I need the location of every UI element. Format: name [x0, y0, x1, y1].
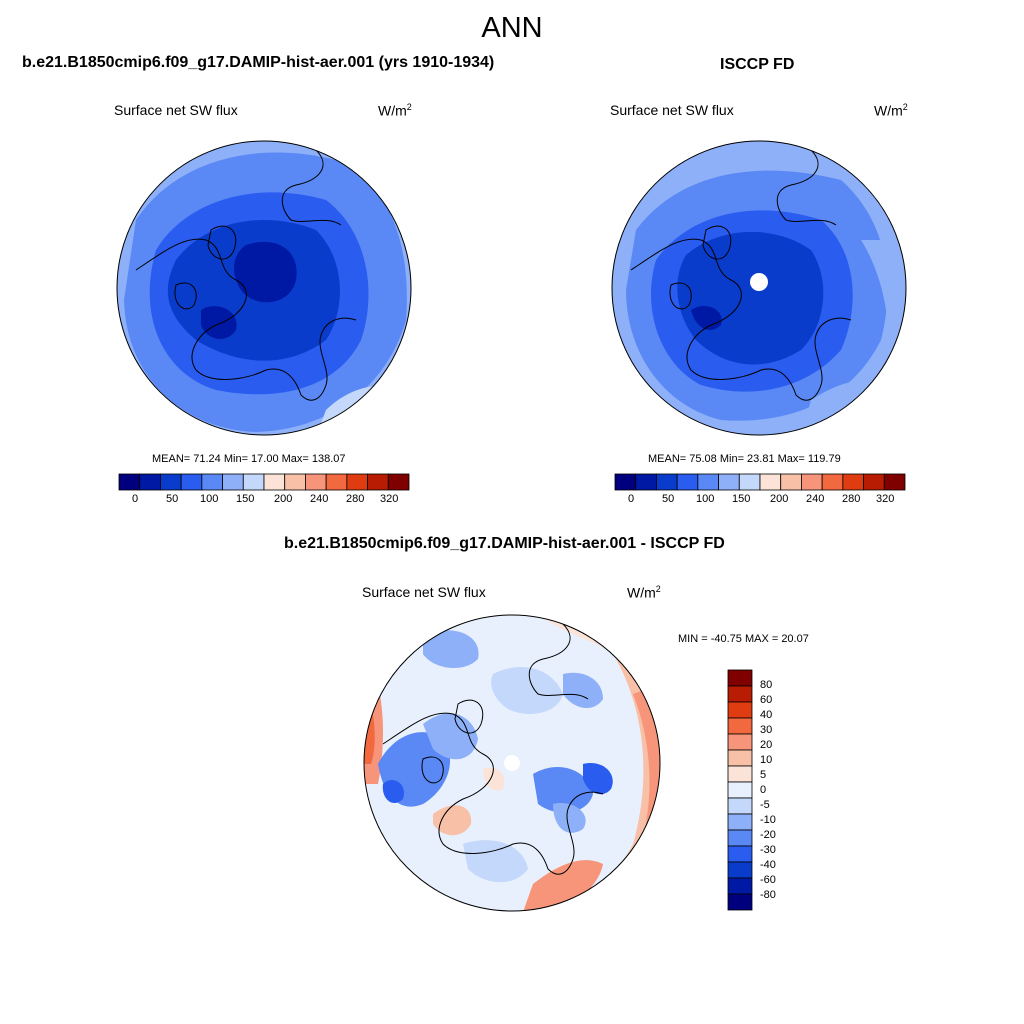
panel-test-colorbar — [118, 473, 410, 491]
colorbar-swatch — [160, 473, 182, 491]
colorbar-swatch — [305, 473, 327, 491]
panel-obs-title: ISCCP FD — [720, 56, 795, 73]
colorbar-swatch — [325, 473, 348, 491]
colorbar-tick: 320 — [876, 493, 895, 505]
colorbar-tick: 50 — [166, 493, 179, 505]
colorbar-tick: 5 — [760, 769, 767, 781]
colorbar-tick: 150 — [236, 493, 255, 505]
colorbar-swatch — [842, 473, 864, 491]
colorbar-swatch — [656, 473, 678, 491]
colorbar-swatch — [727, 861, 753, 879]
colorbar-tick: -40 — [760, 859, 776, 871]
colorbar-swatch — [727, 893, 753, 911]
colorbar-swatch — [263, 473, 286, 491]
panel-obs-colorbar — [614, 473, 906, 491]
colorbar-swatch — [201, 473, 223, 491]
panel-test-title: b.e21.B1850cmip6.f09_g17.DAMIP-hist-aer.… — [22, 54, 495, 71]
colorbar-tick: -80 — [760, 889, 776, 901]
colorbar-swatch — [727, 845, 753, 863]
colorbar-swatch — [883, 473, 906, 491]
colorbar-swatch — [635, 473, 657, 491]
diff-panel-units: W/m2 — [627, 584, 661, 601]
colorbar-tick: 40 — [760, 709, 773, 721]
colorbar-swatch — [727, 829, 753, 847]
colorbar-swatch — [727, 781, 753, 799]
colorbar-tick: 10 — [760, 754, 773, 766]
colorbar-tick: 0 — [628, 493, 635, 505]
colorbar-swatch — [727, 877, 753, 895]
colorbar-tick: 200 — [274, 493, 293, 505]
panel-obs-polar-map — [611, 140, 907, 436]
colorbar-swatch — [387, 473, 410, 491]
panel-test-stats: MEAN= 71.24 Min= 17.00 Max= 138.07 — [152, 453, 346, 465]
colorbar-swatch — [727, 685, 753, 703]
colorbar-tick: 100 — [696, 493, 715, 505]
colorbar-swatch — [242, 473, 265, 491]
colorbar-swatch — [697, 473, 719, 491]
colorbar-swatch — [727, 797, 753, 815]
figure-season-title: ANN — [481, 12, 543, 44]
colorbar-tick: -60 — [760, 874, 776, 886]
colorbar-tick: 280 — [346, 493, 365, 505]
diff-panel-colorbar — [727, 669, 753, 911]
colorbar-swatch — [718, 473, 740, 491]
colorbar-swatch — [367, 473, 389, 491]
colorbar-tick: 320 — [380, 493, 399, 505]
panel-obs-stats: MEAN= 75.08 Min= 23.81 Max= 119.79 — [648, 453, 841, 465]
colorbar-tick: 200 — [770, 493, 789, 505]
colorbar-swatch — [863, 473, 885, 491]
colorbar-swatch — [727, 813, 753, 831]
colorbar-swatch — [614, 473, 637, 491]
colorbar-tick: 100 — [200, 493, 219, 505]
colorbar-swatch — [821, 473, 844, 491]
colorbar-tick: -5 — [760, 799, 770, 811]
colorbar-tick: 240 — [310, 493, 329, 505]
colorbar-swatch — [676, 473, 699, 491]
colorbar-swatch — [727, 733, 753, 751]
colorbar-tick: 150 — [732, 493, 751, 505]
colorbar-swatch — [180, 473, 203, 491]
panel-test-colorbar-ticks: 0 50 100 150 200 240 280 320 — [118, 493, 410, 509]
colorbar-tick: 30 — [760, 724, 773, 736]
polar-missing-data-hole — [750, 273, 768, 291]
colorbar-swatch — [759, 473, 782, 491]
colorbar-tick: -30 — [760, 844, 776, 856]
colorbar-tick: 240 — [806, 493, 825, 505]
colorbar-tick: -10 — [760, 814, 776, 826]
diff-panel-variable-label: Surface net SW flux — [362, 584, 486, 600]
colorbar-swatch — [727, 765, 753, 783]
panel-test-variable-label: Surface net SW flux — [114, 102, 238, 118]
colorbar-swatch — [139, 473, 161, 491]
colorbar-swatch — [801, 473, 823, 491]
panel-test-polar-map — [116, 140, 412, 436]
diff-panel-title: b.e21.B1850cmip6.f09_g17.DAMIP-hist-aer.… — [284, 535, 725, 552]
diff-panel-colorbar-ticks: 80 60 40 30 20 10 5 0 -5 -10 -20 -30 -40… — [760, 679, 800, 909]
colorbar-tick: 0 — [132, 493, 139, 505]
diff-panel-stats: MIN = -40.75 MAX = 20.07 — [678, 633, 809, 645]
colorbar-swatch — [346, 473, 368, 491]
polar-missing-data-hole — [504, 755, 520, 771]
panel-obs-variable-label: Surface net SW flux — [610, 102, 734, 118]
colorbar-tick: 50 — [662, 493, 675, 505]
colorbar-swatch — [727, 701, 753, 719]
colorbar-tick: 20 — [760, 739, 773, 751]
colorbar-tick: 80 — [760, 679, 773, 691]
colorbar-swatch — [738, 473, 761, 491]
colorbar-swatch — [118, 473, 141, 491]
panel-obs-units: W/m2 — [874, 102, 908, 119]
diff-panel-polar-map — [363, 614, 661, 912]
panel-test-units: W/m2 — [378, 102, 412, 119]
colorbar-tick: -20 — [760, 829, 776, 841]
colorbar-swatch — [222, 473, 244, 491]
colorbar-tick: 0 — [760, 784, 767, 796]
colorbar-swatch — [780, 473, 802, 491]
colorbar-swatch — [727, 669, 753, 687]
colorbar-swatch — [727, 749, 753, 767]
colorbar-swatch — [284, 473, 306, 491]
panel-obs-colorbar-ticks: 0 50 100 150 200 240 280 320 — [614, 493, 906, 509]
colorbar-tick: 60 — [760, 694, 773, 706]
colorbar-swatch — [727, 717, 753, 735]
colorbar-tick: 280 — [842, 493, 861, 505]
